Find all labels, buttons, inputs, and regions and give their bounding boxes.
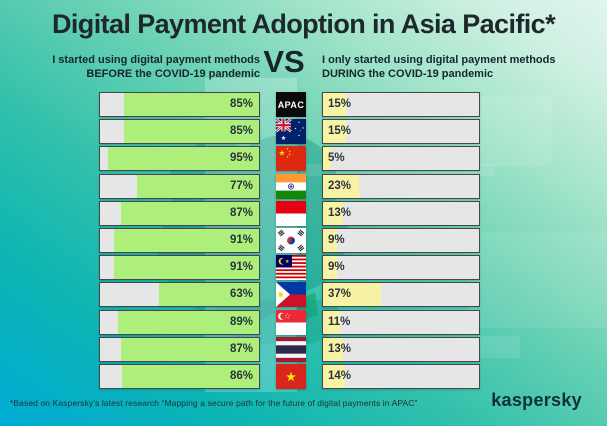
during-bar: 23% — [322, 173, 480, 199]
page-title: Digital Payment Adoption in Asia Pacific… — [52, 9, 556, 39]
india-flag-icon — [276, 173, 306, 199]
philippines-flag-icon — [276, 282, 306, 308]
during-bar: 15% — [322, 92, 480, 117]
during-value: 15% — [328, 98, 352, 110]
australia-flag-icon — [276, 119, 306, 145]
indonesia-flag-icon — [276, 200, 306, 226]
before-value: 91% — [229, 261, 253, 274]
row-philippines: 63% — [0, 282, 607, 308]
during-bar: 37% — [322, 282, 480, 308]
before-bar: 89% — [99, 309, 260, 335]
during-value: 37% — [328, 288, 352, 301]
before-bar: 85% — [99, 119, 260, 145]
before-value: 63% — [229, 288, 253, 301]
during-value: 13% — [328, 342, 352, 355]
before-value: 77% — [229, 179, 253, 192]
chart-rows: 85% APAC 15% 85% — [0, 92, 607, 389]
before-value: 86% — [229, 369, 253, 382]
row-china: 95% 5% — [0, 146, 607, 172]
before-bar: 95% — [99, 146, 260, 172]
during-value: 23% — [328, 179, 352, 192]
vietnam-flag-icon — [276, 363, 306, 389]
row-indonesia: 87% 13% — [0, 200, 607, 226]
row-thailand: 87% 13% — [0, 336, 607, 362]
china-flag-icon — [276, 146, 306, 172]
during-value: 9% — [328, 261, 345, 274]
before-value: 89% — [229, 315, 253, 328]
before-bar: 77% — [99, 173, 260, 199]
during-bar: 15% — [322, 119, 480, 145]
during-value: 9% — [328, 233, 345, 246]
row-apac: 85% APAC 15% — [0, 92, 607, 117]
before-bar: 87% — [99, 200, 260, 226]
during-value: 5% — [328, 152, 345, 165]
during-value: 11% — [328, 315, 351, 328]
during-bar: 14% — [322, 363, 480, 389]
before-bar: 87% — [99, 336, 260, 362]
before-bar: 91% — [99, 255, 260, 281]
during-value: 15% — [328, 125, 352, 138]
before-bar: 63% — [99, 282, 260, 308]
singapore-flag-icon — [276, 309, 306, 335]
during-bar: 5% — [322, 146, 480, 172]
during-value: 13% — [328, 206, 352, 219]
during-bar: 11% — [322, 309, 480, 335]
before-value: 91% — [229, 233, 253, 246]
row-malaysia: 91% 9% — [0, 255, 607, 281]
during-column-header: I only started using digital payment met… — [322, 54, 556, 81]
before-value: 87% — [229, 342, 253, 355]
during-bar: 9% — [322, 255, 480, 281]
during-bar: 13% — [322, 200, 480, 226]
south-korea-flag-icon — [276, 227, 306, 253]
before-column-header: I started using digital payment methods … — [52, 54, 260, 81]
during-value: 14% — [328, 369, 352, 382]
before-value: 85% — [229, 125, 253, 138]
before-bar: 86% — [99, 363, 260, 389]
before-value: 87% — [229, 206, 253, 219]
row-south-korea: 91% — [0, 227, 607, 253]
during-bar: 13% — [322, 336, 480, 362]
apac-badge-icon: APAC — [276, 92, 306, 117]
row-vietnam: 86% 14% — [0, 363, 607, 389]
row-india: 77% 23% — [0, 173, 607, 199]
thailand-flag-icon — [276, 336, 306, 362]
vs-label: VS — [263, 44, 305, 79]
malaysia-flag-icon — [276, 255, 306, 281]
before-value: 95% — [229, 152, 253, 165]
row-singapore: 89% 11% — [0, 309, 607, 335]
during-bar: 9% — [322, 227, 480, 253]
before-value: 85% — [229, 98, 253, 110]
kaspersky-logo: kaspersky — [491, 390, 582, 410]
before-bar: 91% — [99, 227, 260, 253]
source-footnote: *Based on Kaspersky’s latest research “M… — [10, 398, 418, 408]
row-australia: 85% 15% — [0, 119, 607, 145]
before-bar: 85% — [99, 92, 260, 117]
